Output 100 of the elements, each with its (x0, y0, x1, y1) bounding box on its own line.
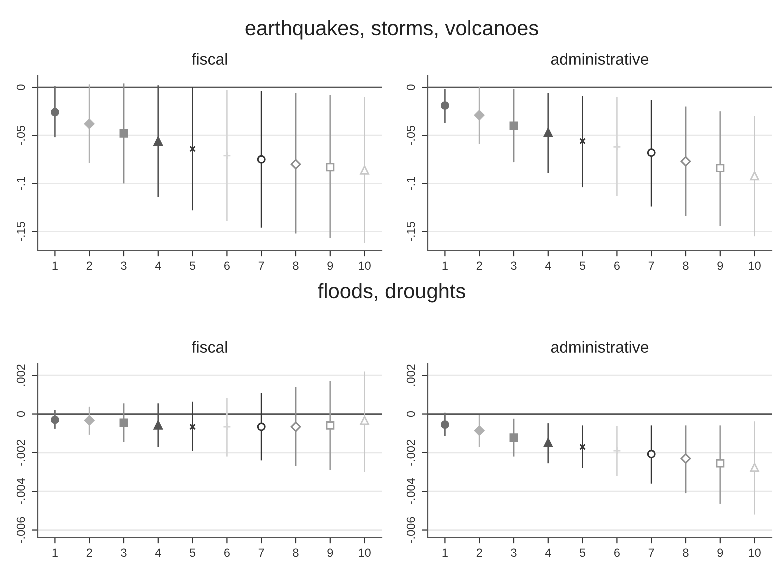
point (474, 426, 485, 436)
y-tick-label: -.002 (406, 440, 416, 466)
y-tick-label: 0 (406, 84, 416, 90)
x-tick-label: 8 (293, 262, 299, 270)
x-tick-label: 10 (359, 262, 371, 270)
x-tick-label: 2 (476, 548, 482, 557)
point (544, 438, 553, 448)
x-tick-label: 5 (190, 548, 196, 558)
point (154, 136, 163, 146)
x-tick-label: 7 (648, 548, 654, 557)
point (612, 446, 622, 456)
chart-title: fiscal (192, 341, 228, 354)
point (84, 118, 95, 130)
point (326, 421, 335, 430)
y-tick-label: -.05 (406, 126, 416, 146)
point (222, 422, 232, 432)
point (326, 163, 335, 172)
point (50, 416, 60, 424)
x-tick-label: 3 (511, 548, 517, 558)
x-tick-label: 3 (121, 548, 127, 558)
x-tick-label: 8 (683, 548, 689, 558)
chart-title: fiscal (192, 53, 228, 66)
point (440, 102, 450, 110)
y-tick-label: .002 (406, 364, 416, 386)
point (750, 463, 760, 472)
y-tick-label: -.05 (16, 126, 26, 146)
x-tick-label: 9 (718, 262, 724, 270)
point (257, 422, 266, 432)
y-tick-label: -.004 (406, 478, 416, 505)
point (360, 166, 370, 175)
point (580, 138, 586, 145)
point (360, 416, 370, 426)
point (647, 148, 656, 158)
point (510, 434, 518, 442)
x-tick-label: 5 (190, 262, 196, 270)
chart-subtitle: earthquakes, storms, volcanoes (246, 20, 538, 40)
point (716, 164, 725, 173)
x-tick-label: 1 (442, 548, 448, 557)
point (680, 156, 692, 167)
x-tick-label: 2 (86, 262, 92, 270)
x-tick-label: 5 (580, 262, 586, 270)
x-tick-label: 9 (718, 548, 724, 558)
point (580, 444, 586, 450)
point (440, 420, 450, 430)
y-tick-label: -.15 (407, 222, 416, 242)
x-tick-label: 4 (545, 262, 552, 270)
point (612, 142, 622, 152)
point (474, 110, 485, 121)
x-tick-label: 10 (359, 548, 371, 558)
x-tick-label: 10 (749, 548, 761, 558)
point (120, 418, 128, 428)
point (750, 171, 760, 181)
y-tick-label: -.1 (17, 177, 26, 190)
point (190, 146, 196, 152)
chart-title: administrative (551, 341, 649, 354)
x-tick-label: 1 (52, 262, 58, 270)
point (257, 155, 266, 164)
y-tick-label: -.006 (406, 517, 416, 544)
point (680, 454, 692, 464)
y-tick-label: -.15 (17, 222, 26, 242)
y-tick-label: 0 (406, 411, 416, 418)
x-tick-label: 9 (328, 262, 334, 270)
x-tick-label: 8 (683, 262, 689, 270)
point (84, 415, 95, 426)
x-tick-label: 9 (328, 548, 334, 558)
point (290, 422, 302, 432)
point (50, 108, 60, 117)
x-tick-label: 6 (224, 262, 230, 270)
y-tick-label: 0 (16, 411, 26, 418)
x-tick-label: 4 (545, 548, 552, 557)
y-tick-label: -.1 (407, 177, 416, 190)
x-tick-label: 2 (476, 262, 482, 270)
x-tick-label: 10 (749, 262, 761, 270)
point (510, 122, 518, 130)
x-tick-label: 4 (155, 262, 162, 270)
x-tick-label: 7 (258, 262, 264, 270)
y-tick-label: -.006 (16, 517, 26, 544)
y-tick-label: -.004 (16, 478, 26, 505)
x-tick-label: 1 (442, 262, 448, 270)
x-tick-label: 3 (511, 262, 517, 270)
y-tick-label: -.002 (16, 440, 26, 466)
x-tick-label: 3 (121, 262, 127, 270)
x-tick-label: 7 (258, 548, 264, 557)
x-tick-label: 1 (52, 548, 58, 557)
y-tick-label: 0 (16, 84, 26, 90)
point (190, 424, 196, 430)
chart-title: administrative (551, 53, 649, 66)
point (544, 128, 553, 138)
x-tick-label: 4 (155, 548, 162, 557)
point (716, 459, 725, 468)
chart-subtitle: floods, droughts (318, 283, 466, 303)
y-tick-label: .002 (16, 364, 26, 386)
point (120, 129, 128, 138)
x-tick-label: 6 (224, 548, 230, 558)
x-tick-label: 5 (580, 548, 586, 558)
x-tick-label: 6 (614, 262, 620, 270)
x-tick-label: 8 (293, 548, 299, 558)
point (290, 159, 302, 170)
x-tick-label: 7 (648, 262, 654, 270)
x-tick-label: 2 (86, 548, 92, 557)
